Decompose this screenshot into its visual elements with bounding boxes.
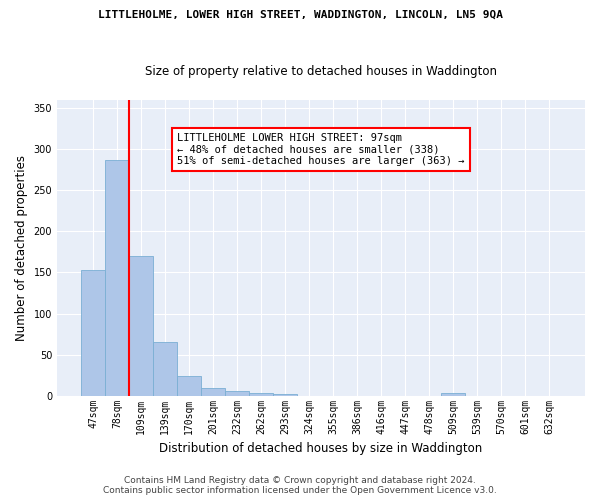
Text: LITTLEHOLME, LOWER HIGH STREET, WADDINGTON, LINCOLN, LN5 9QA: LITTLEHOLME, LOWER HIGH STREET, WADDINGT…: [97, 10, 503, 20]
Bar: [105, 160, 129, 396]
Bar: [225, 390, 249, 396]
Bar: [177, 376, 201, 396]
Bar: [273, 394, 297, 396]
Bar: [129, 256, 153, 396]
Bar: [81, 270, 105, 396]
Title: Size of property relative to detached houses in Waddington: Size of property relative to detached ho…: [145, 65, 497, 78]
Y-axis label: Number of detached properties: Number of detached properties: [15, 155, 28, 341]
X-axis label: Distribution of detached houses by size in Waddington: Distribution of detached houses by size …: [160, 442, 482, 455]
Bar: [201, 388, 225, 396]
Bar: [249, 393, 273, 396]
Text: Contains HM Land Registry data © Crown copyright and database right 2024.
Contai: Contains HM Land Registry data © Crown c…: [103, 476, 497, 495]
Bar: [153, 342, 177, 396]
Text: LITTLEHOLME LOWER HIGH STREET: 97sqm
← 48% of detached houses are smaller (338)
: LITTLEHOLME LOWER HIGH STREET: 97sqm ← 4…: [177, 133, 464, 166]
Bar: [441, 393, 465, 396]
